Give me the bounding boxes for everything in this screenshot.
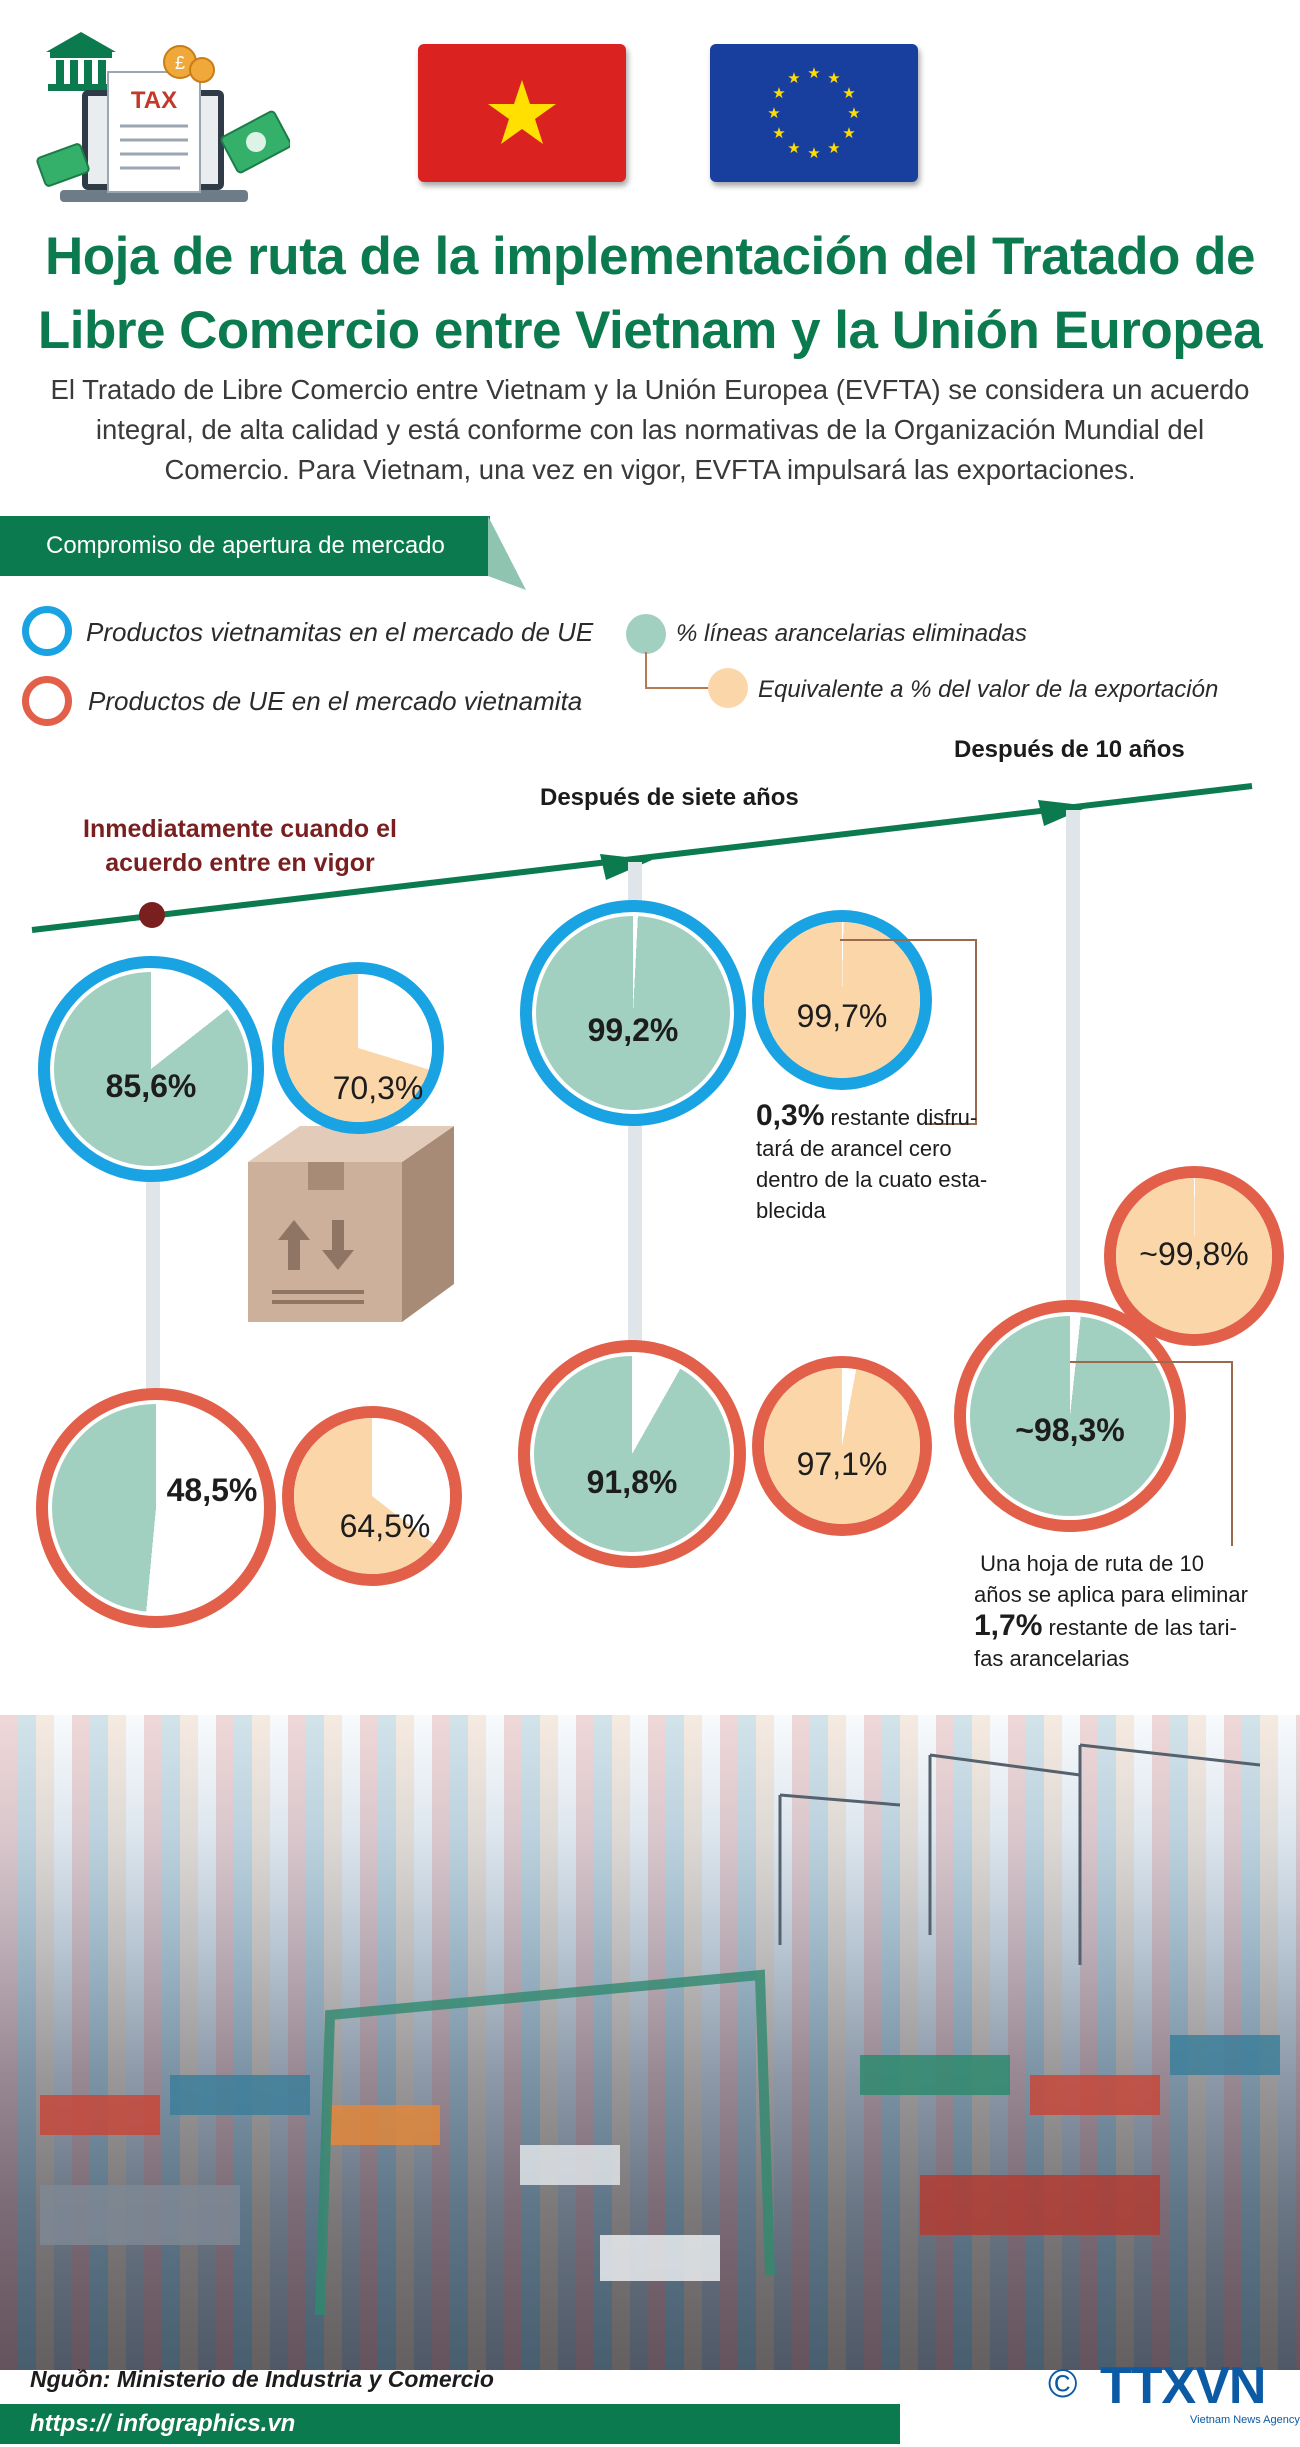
svg-text:★: ★ xyxy=(842,84,855,102)
star-icon xyxy=(488,80,556,144)
pie-label: 64,5% xyxy=(339,1508,431,1544)
note-vn-7y: 0,3% restante disfru- tará de arancel ce… xyxy=(756,1100,1056,1226)
stars-circle-icon: ★ ★★ ★★★ ★★★ ★★★ xyxy=(767,64,860,162)
stem-3 xyxy=(1066,810,1080,1320)
note-text: años se aplica para eliminar xyxy=(974,1582,1248,1607)
pie-label: 70,3% xyxy=(332,1070,424,1106)
pie-label: 85,6% xyxy=(105,1068,197,1104)
note-highlight: 1,7% xyxy=(974,1609,1043,1642)
banknote-icon xyxy=(36,110,290,187)
note-text: Una hoja de ruta de 10 xyxy=(974,1551,1204,1576)
ttxvn-logo: TTXVN xyxy=(1100,2357,1266,2415)
note-text: tará de arancel cero xyxy=(756,1136,952,1161)
milestone-now-line: acuerdo entre en vigor xyxy=(105,849,375,877)
stem-1 xyxy=(146,1180,160,1420)
pie-label: ~99,8% xyxy=(1139,1236,1249,1272)
logo-subtitle: Vietnam News Agency xyxy=(1190,2414,1300,2426)
intro-line: Comercio. Para Vietnam, una vez en vigor… xyxy=(164,454,1136,485)
banner-corner xyxy=(488,516,526,590)
legend-lines-eliminated: % líneas arancelarias eliminadas xyxy=(676,620,1027,647)
milestone-now: Inmediatamente cuando el acuerdo entre e… xyxy=(50,812,430,880)
note-connector xyxy=(1070,1361,1233,1546)
tax-document-icon: TAX xyxy=(107,71,201,193)
note-connector xyxy=(840,939,977,1125)
pie-eu-now-lines xyxy=(52,1404,260,1612)
pie-eu-10y-export xyxy=(1116,1178,1272,1334)
milestone-10-years: Después de 10 años xyxy=(954,736,1185,763)
box-icon xyxy=(248,1126,454,1322)
pie-label: 99,7% xyxy=(796,998,888,1034)
port-photo xyxy=(0,1715,1300,2370)
legend-vn-products: Productos vietnamitas en el mercado de U… xyxy=(86,617,594,647)
pie-eu-7y-lines xyxy=(534,1356,730,1552)
svg-text:★: ★ xyxy=(807,64,820,82)
legend-peach-dot xyxy=(708,668,748,708)
svg-text:★: ★ xyxy=(787,69,800,87)
url-strip xyxy=(0,2404,900,2444)
legend-export-value: Equivalente a % del valor de la exportac… xyxy=(758,676,1219,703)
pie-label: 48,5% xyxy=(166,1472,258,1508)
note-text: dentro de la cuato esta- xyxy=(756,1167,988,1192)
svg-text:★: ★ xyxy=(827,139,840,157)
bank-icon xyxy=(46,32,116,91)
pie-label: ~98,3% xyxy=(1015,1412,1125,1448)
pie-vn-7y-lines xyxy=(536,916,730,1110)
note-highlight: 0,3% xyxy=(756,1099,825,1132)
svg-text:★: ★ xyxy=(767,104,780,122)
timeline-start-dot xyxy=(139,902,165,928)
legend-connector xyxy=(645,652,710,689)
note-text: blecida xyxy=(756,1198,826,1223)
page-title: Hoja de ruta de la implementación del Tr… xyxy=(0,220,1300,368)
legend-red-ring xyxy=(22,676,72,726)
note-text: restante disfru- xyxy=(824,1105,978,1130)
intro-line: El Tratado de Libre Comercio entre Vietn… xyxy=(50,374,1250,405)
timeline-arrow-icon xyxy=(1038,800,1090,826)
site-url-link[interactable]: https:// infographics.vn xyxy=(30,2410,296,2437)
title-line: Libre Comercio entre Vietnam y la Unión … xyxy=(37,301,1263,360)
eu-flag: ★ ★ ★ ★ ★ ★ ★ ★ ★ ★ ★ ★ xyxy=(710,44,918,182)
pie-vn-now-export xyxy=(284,974,432,1122)
container-port-illustration xyxy=(40,1743,1280,2316)
svg-text:★: ★ xyxy=(807,144,820,162)
pie-vn-7y-export xyxy=(764,922,920,1078)
note-text: fas arancelarias xyxy=(974,1646,1130,1671)
milestone-7-years: Después de siete años xyxy=(540,784,799,811)
svg-text:★: ★ xyxy=(787,139,800,157)
legend-green-dot xyxy=(626,614,666,654)
svg-text:★: ★ xyxy=(827,69,840,87)
pie-vn-now-lines xyxy=(54,972,248,1166)
intro-line: integral, de alta calidad y está conform… xyxy=(95,414,1205,445)
svg-text:★: ★ xyxy=(772,84,785,102)
pie-eu-now-export xyxy=(294,1418,450,1574)
svg-text:★: ★ xyxy=(772,124,785,142)
svg-text:TAX: TAX xyxy=(131,87,177,114)
timeline xyxy=(31,783,1253,933)
coins-icon: £ xyxy=(163,45,215,83)
milestone-now-line: Inmediatamente cuando el xyxy=(83,815,397,843)
title-line: Hoja de ruta de la implementación del Tr… xyxy=(44,227,1256,286)
intro-paragraph: El Tratado de Libre Comercio entre Vietn… xyxy=(20,370,1280,490)
svg-text:£: £ xyxy=(175,53,185,73)
pie-label: 91,8% xyxy=(586,1464,678,1500)
legend-blue-ring xyxy=(22,606,72,656)
svg-text:★: ★ xyxy=(847,104,860,122)
copyright-icon: © xyxy=(1048,2362,1078,2406)
legend-eu-products: Productos de UE en el mercado vietnamita xyxy=(88,686,583,716)
svg-text:★: ★ xyxy=(842,124,855,142)
pie-eu-10y-lines xyxy=(970,1316,1170,1516)
note-eu-10y: Una hoja de ruta de 10 años se aplica pa… xyxy=(974,1548,1294,1674)
pie-eu-7y-export xyxy=(764,1368,920,1524)
timeline-arrow-icon xyxy=(600,854,652,880)
section-banner: Compromiso de apertura de mercado xyxy=(0,516,490,576)
tax-illustration: TAX £ xyxy=(36,32,290,202)
source-credit: Nguồn: Ministerio de Industria y Comerci… xyxy=(30,2366,494,2392)
section-banner-label: Compromiso de apertura de mercado xyxy=(46,532,445,559)
pie-label: 97,1% xyxy=(796,1446,888,1482)
vietnam-flag xyxy=(418,44,626,182)
pie-label: 99,2% xyxy=(587,1012,679,1048)
note-text: restante de las tari- xyxy=(1042,1615,1237,1640)
